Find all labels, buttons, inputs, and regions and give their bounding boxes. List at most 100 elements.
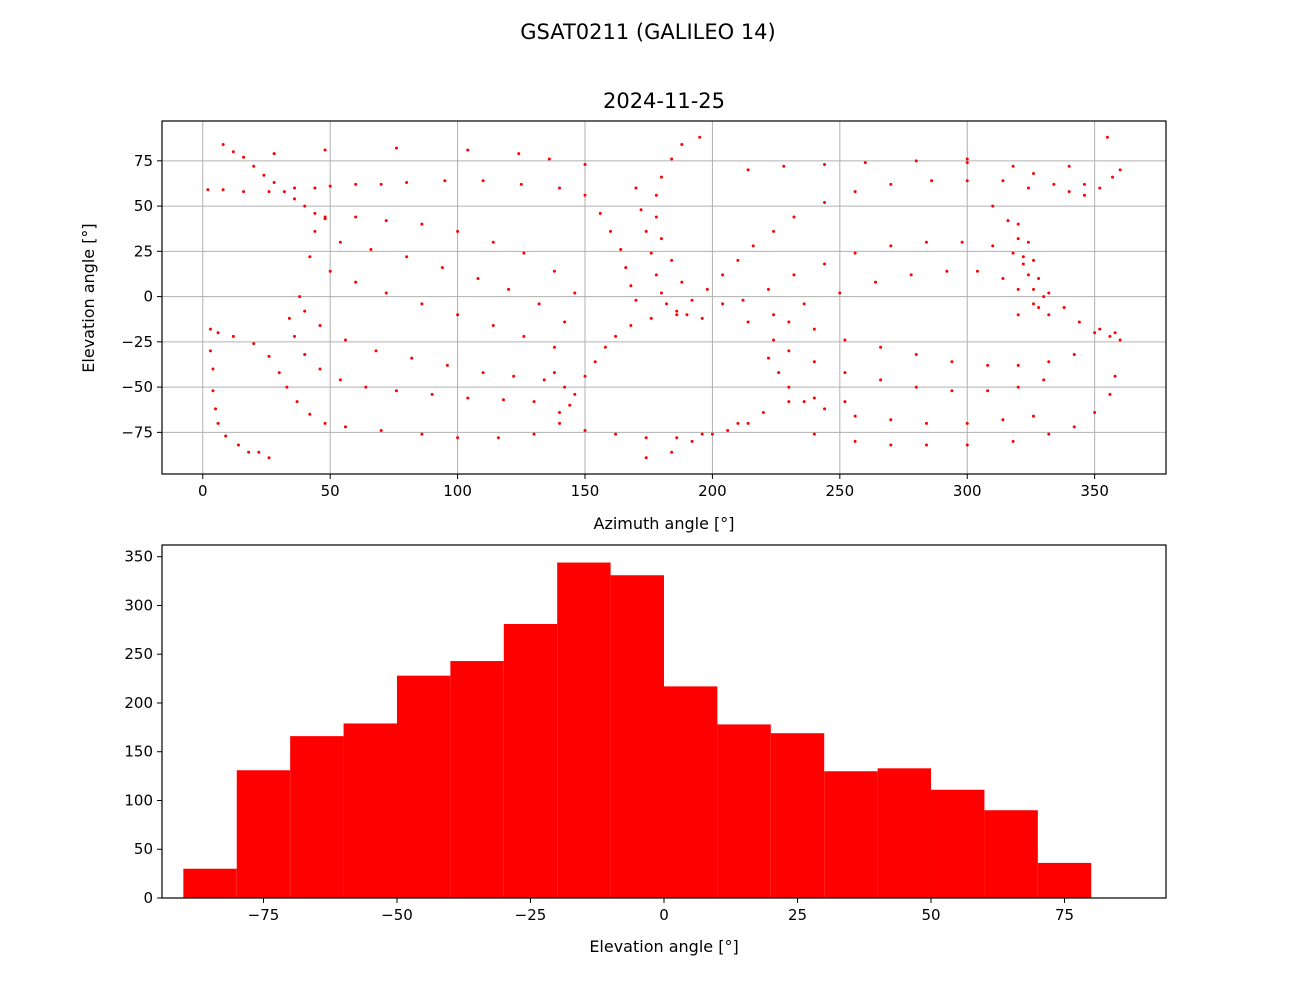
scatter-point [547, 157, 551, 161]
y-tick-label: 100 [124, 791, 153, 809]
scatter-point [558, 421, 562, 425]
scatter-point [313, 229, 317, 233]
scatter-point [726, 429, 730, 433]
scatter-point [379, 429, 383, 433]
scatter-point [700, 316, 704, 320]
scatter-point [430, 392, 434, 396]
scatter-point [298, 295, 302, 299]
scatter-point [1082, 182, 1086, 186]
scatter-point [481, 371, 485, 375]
histogram-bar [770, 733, 825, 898]
scatter-point [736, 258, 740, 262]
scatter-point [1072, 353, 1076, 357]
scatter-point [374, 349, 378, 353]
x-tick-label: 200 [698, 482, 727, 500]
y-tick-label: −75 [121, 423, 153, 441]
scatter-point [354, 182, 358, 186]
scatter-point [1016, 287, 1020, 291]
y-tick-label: 350 [124, 548, 153, 566]
scatter-point [670, 450, 674, 454]
x-tick-label: 50 [921, 906, 940, 924]
y-tick-label: 0 [143, 288, 153, 306]
scatter-point [680, 143, 684, 147]
scatter-point [1016, 385, 1020, 389]
x-tick-label: −25 [515, 906, 547, 924]
scatter-point [914, 159, 918, 163]
scatter-point [242, 190, 246, 194]
scatter-point [216, 421, 220, 425]
scatter-point [654, 273, 658, 277]
scatter-point [323, 421, 327, 425]
scatter-point [293, 334, 297, 338]
scatter-point [293, 197, 297, 201]
scatter-point [537, 302, 541, 306]
scatter-point [394, 146, 398, 150]
scatter-point [675, 313, 679, 317]
scatter-point [690, 439, 694, 443]
scatter-point [257, 450, 261, 454]
scatter-point [619, 248, 623, 252]
x-tick-label: 75 [1055, 906, 1074, 924]
scatter-point [802, 302, 806, 306]
scatter-point [267, 190, 271, 194]
scatter-point [772, 229, 776, 233]
scatter-point [889, 244, 893, 248]
scatter-point [443, 179, 447, 183]
scatter-point [522, 251, 526, 255]
scatter-point [354, 280, 358, 284]
scatter-point [991, 204, 995, 208]
histogram-bar [183, 868, 237, 898]
scatter-point [343, 425, 347, 429]
x-tick-label: 25 [788, 906, 807, 924]
scatter-point [1113, 374, 1117, 378]
histogram-x-ticks: −75 −50 −25 0 25 50 75 [248, 898, 1074, 924]
scatter-point [491, 240, 495, 244]
scatter-point [282, 190, 286, 194]
scatter-point [405, 255, 409, 259]
scatter-point [1098, 186, 1102, 190]
scatter-point [552, 345, 556, 349]
scatter-point [675, 436, 679, 440]
scatter-point [787, 400, 791, 404]
y-tick-label: 75 [134, 152, 153, 170]
scatter-x-ticks: 0 50 100 150 200 250 300 350 [198, 474, 1109, 500]
scatter-point [675, 309, 679, 313]
scatter-point [308, 412, 312, 416]
scatter-point [986, 363, 990, 367]
scatter-point [313, 186, 317, 190]
scatter-point [1047, 432, 1051, 436]
y-tick-label: 50 [134, 197, 153, 215]
scatter-point [659, 237, 663, 241]
scatter-point [965, 443, 969, 447]
scatter-point [318, 367, 322, 371]
scatter-point [766, 287, 770, 291]
scatter-point [512, 374, 516, 378]
scatter-point [1110, 175, 1114, 179]
scatter-point [456, 436, 460, 440]
scatter-point [700, 432, 704, 436]
scatter-point [863, 161, 867, 165]
scatter-point [914, 353, 918, 357]
scatter-point [214, 407, 218, 411]
scatter-point [772, 313, 776, 317]
scatter-point [608, 229, 612, 233]
scatter-point [1016, 237, 1020, 241]
scatter-point [328, 184, 332, 188]
scatter-point [440, 266, 444, 270]
scatter-point [736, 421, 740, 425]
scatter-point [1011, 251, 1015, 255]
scatter-point [812, 360, 816, 364]
scatter-point [1021, 262, 1025, 266]
scatter-point [1037, 305, 1041, 309]
scatter-point [308, 255, 312, 259]
x-tick-label: 150 [571, 482, 600, 500]
scatter-point [1026, 186, 1030, 190]
scatter-point [573, 392, 577, 396]
scatter-point [338, 240, 342, 244]
y-tick-label: 25 [134, 242, 153, 260]
histogram-bar [1037, 862, 1092, 898]
scatter-point [558, 410, 562, 414]
scatter-point [394, 389, 398, 393]
scatter-point [853, 439, 857, 443]
scatter-point [1001, 418, 1005, 422]
